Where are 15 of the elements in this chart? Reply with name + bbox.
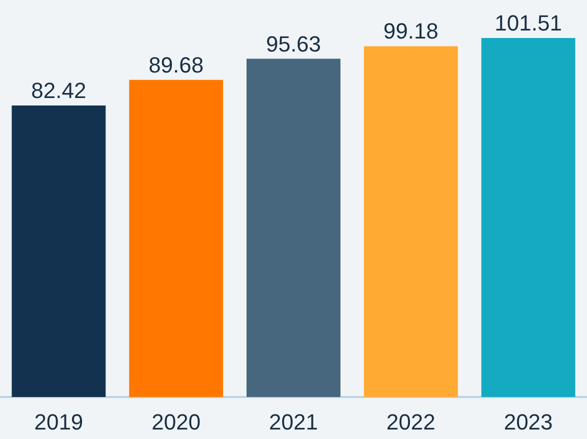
data-label: 89.68: [148, 52, 204, 78]
bar: [481, 38, 576, 397]
x-tick-label: 2023: [504, 410, 553, 434]
data-label: 95.63: [266, 31, 322, 56]
x-tick-label: 2019: [34, 410, 84, 434]
x-tick-label: 2020: [152, 410, 201, 434]
data-label: 99.18: [383, 18, 438, 44]
bar: [364, 46, 458, 397]
data-label: 82.42: [31, 78, 86, 104]
bar: [246, 58, 340, 397]
x-tick-label: 2022: [386, 410, 436, 434]
bar: [129, 80, 224, 397]
x-tick-label: 2021: [269, 410, 318, 434]
data-label: 101.51: [494, 10, 562, 36]
bar: [12, 106, 106, 397]
